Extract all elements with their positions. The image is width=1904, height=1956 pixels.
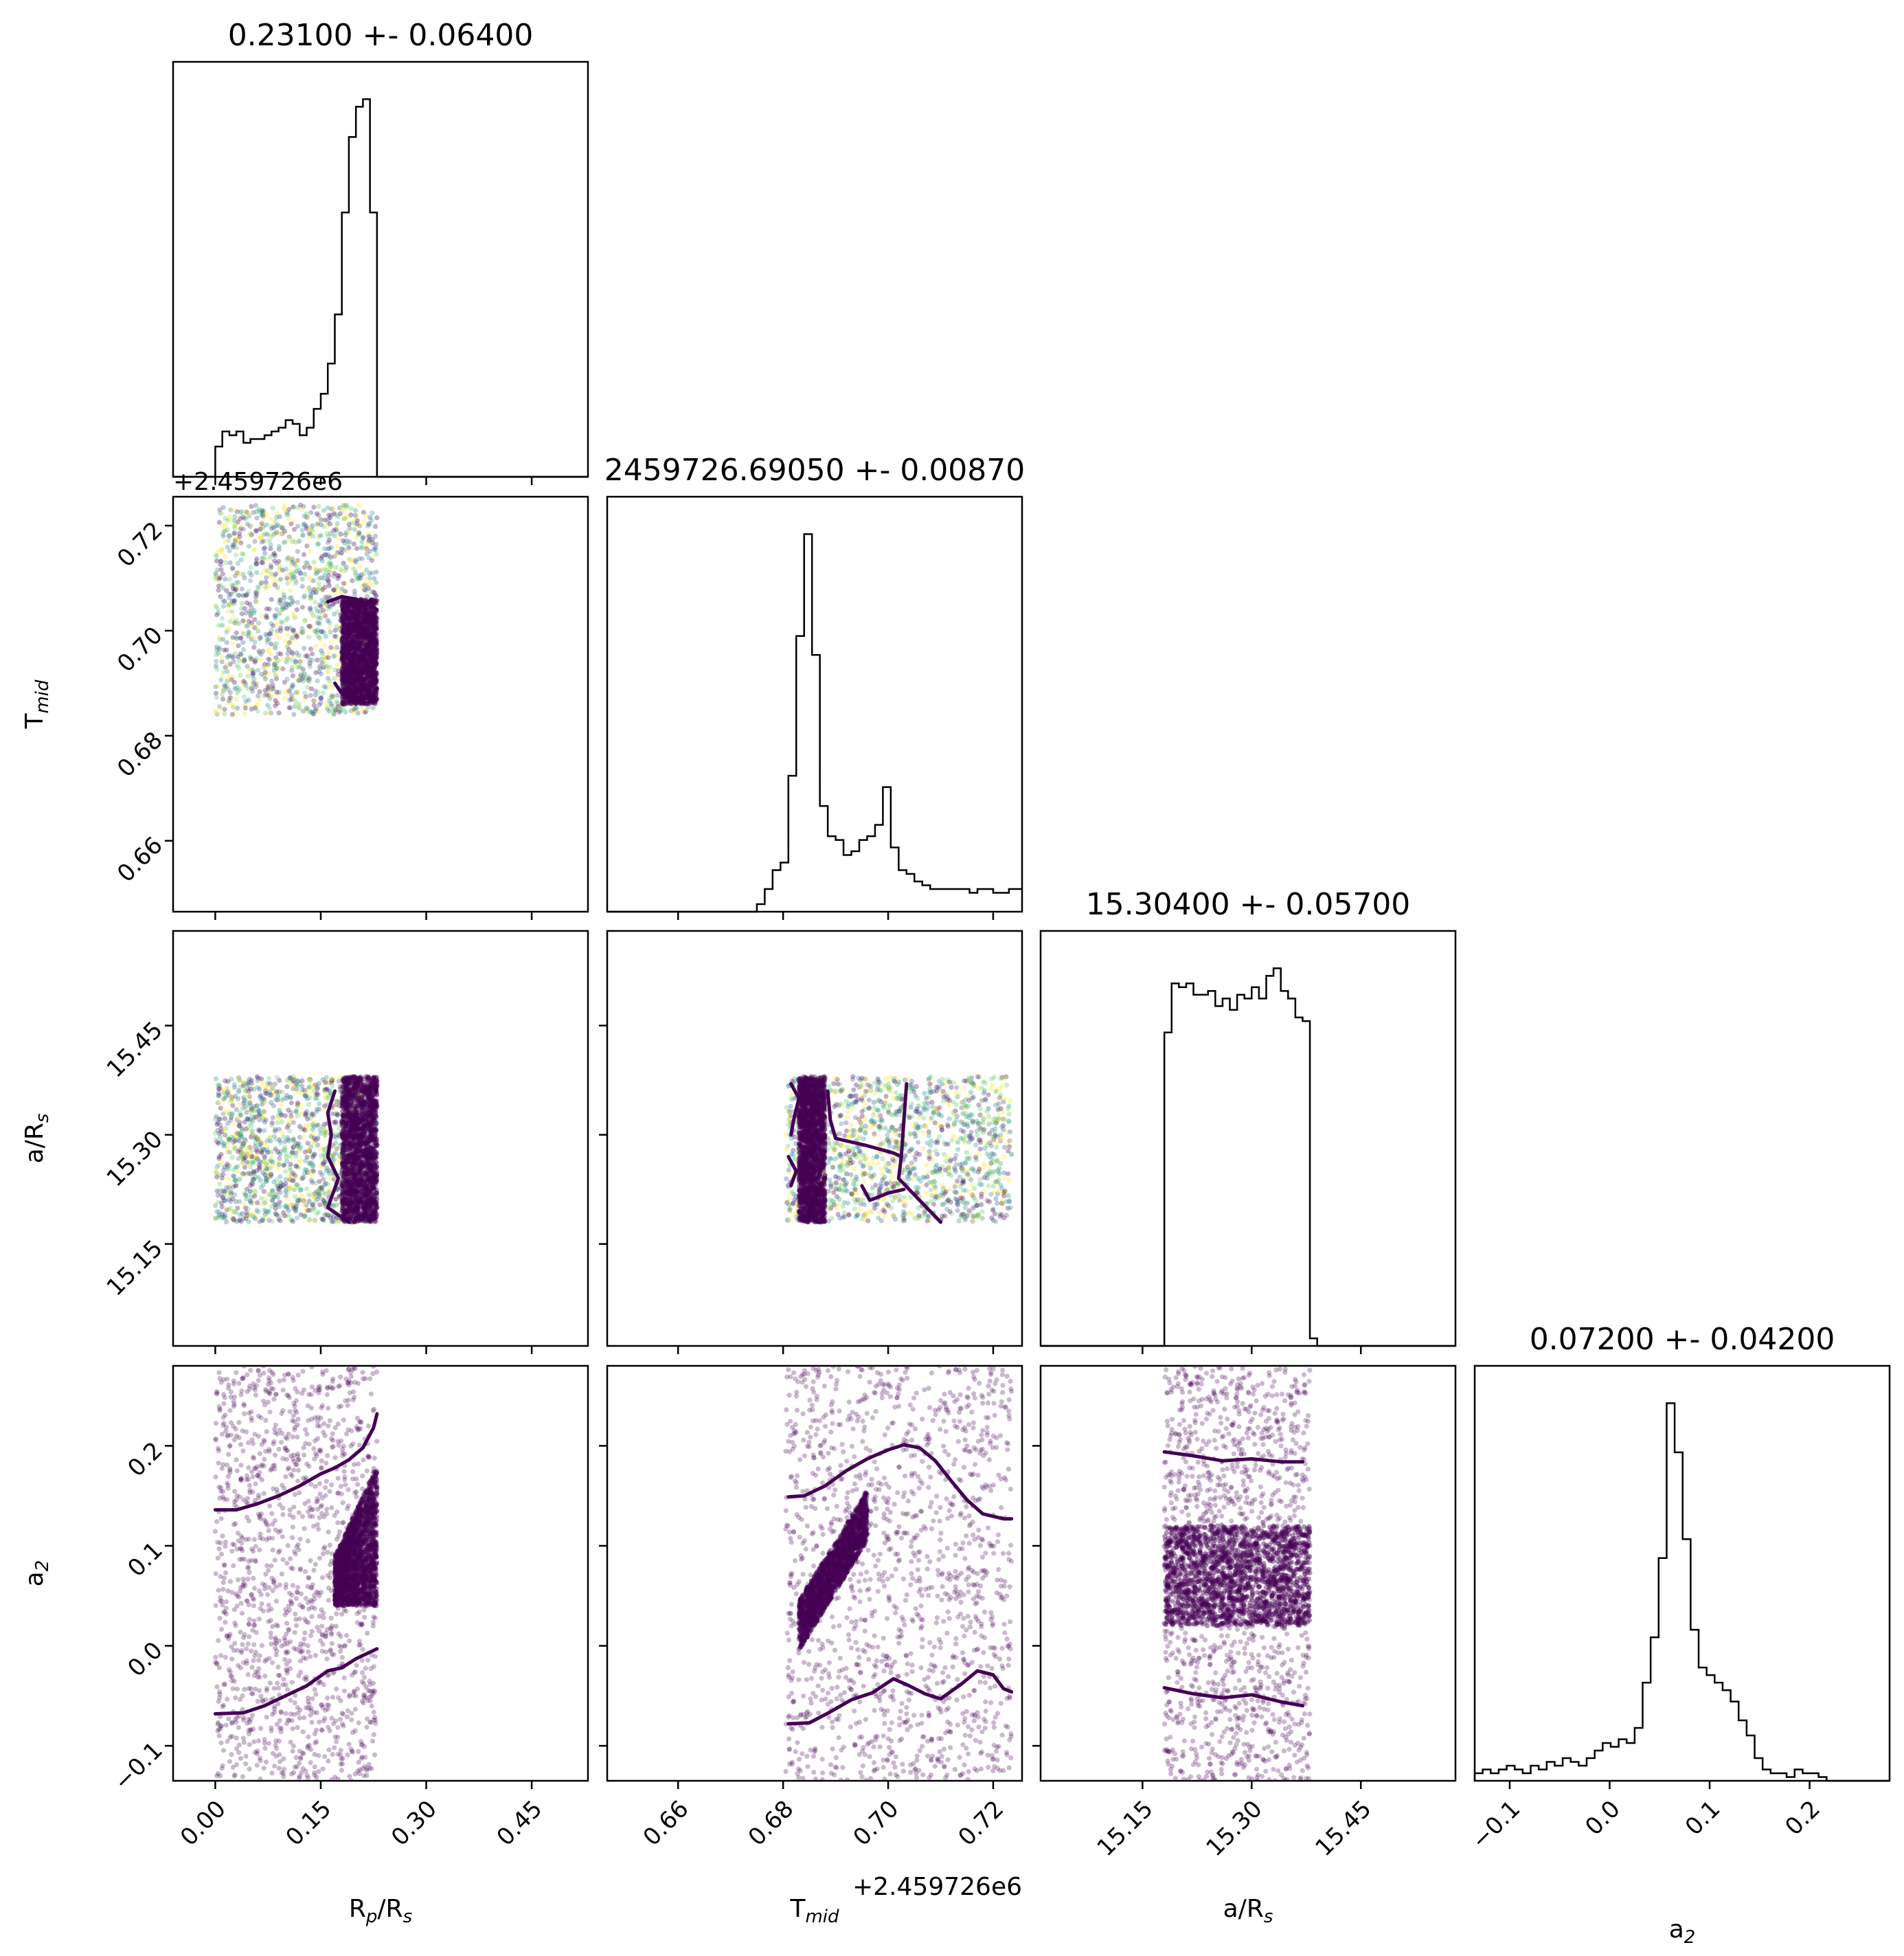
x-axis-label-a2: a2	[1669, 1915, 1696, 1948]
y-tick-label: 0.0	[122, 1637, 168, 1683]
hist-title-a2: 0.07200 +- 0.04200	[1530, 1322, 1835, 1357]
y-tick-label: 15.15	[102, 1235, 168, 1301]
scatter-frame-rprs-tmid	[172, 495, 589, 913]
hist-title-ars: 15.30400 +- 0.05700	[1086, 887, 1411, 922]
contour-line	[213, 1412, 379, 1512]
scatter-frame-rprs-ars	[172, 930, 589, 1347]
hist-steps-a2	[1473, 1402, 1890, 1782]
y-tick-label: 0.68	[112, 726, 168, 783]
scatter-points-rprs-ars	[212, 1074, 380, 1225]
x-tick-label: 0.68	[743, 1795, 800, 1852]
y-tick-label: 0.1	[122, 1537, 168, 1583]
hist-steps-rprs	[173, 98, 588, 478]
x-tick-label: 0.66	[638, 1795, 694, 1852]
tmid-offset-left: +2.459726e6	[173, 468, 343, 496]
scatter-points-tmid-a2	[783, 1366, 1015, 1781]
y-tick-label: 0.72	[112, 517, 168, 573]
x-tick-label: 0.45	[492, 1795, 548, 1852]
x-axis-label-ars: a/Rs	[1223, 1895, 1273, 1927]
contour-line	[786, 1669, 1014, 1726]
y-tick-label: 0.70	[112, 622, 168, 678]
x-axis-label-rprs: Rp/Rs	[349, 1895, 412, 1927]
contour-line	[786, 1155, 798, 1188]
corner-labels: 0.23100 +- 0.06400 2459726.69050 +- 0.008…	[21, 18, 1835, 1948]
contour-line	[789, 1082, 801, 1137]
scatter-points-ars-a2	[1161, 1366, 1313, 1781]
contour-line	[860, 1184, 906, 1202]
x-tick-label: 0.00	[175, 1795, 231, 1852]
scatter-points-rprs-a2	[212, 1366, 380, 1781]
hist-steps-tmid	[607, 533, 1022, 913]
y-axis-label-tmid: Tmid	[21, 679, 53, 730]
x-tick-label: 0.70	[848, 1795, 905, 1852]
contour-line	[333, 681, 379, 702]
contour-line	[326, 1089, 351, 1224]
x-tick-label: 0.72	[953, 1795, 1009, 1852]
hist-frame-a2	[1473, 1364, 1891, 1782]
scatter-frame-tmid-ars	[606, 930, 1023, 1347]
scatter-points-rprs-tmid	[212, 502, 380, 717]
x-tick-label: 15.45	[1310, 1795, 1376, 1862]
hist-frame-rprs	[172, 60, 589, 478]
x-tick-label: 0.1	[1680, 1795, 1726, 1841]
y-tick-label: 15.30	[102, 1125, 168, 1192]
hist-title-rprs: 0.23100 +- 0.06400	[228, 18, 534, 53]
contour-line	[326, 594, 379, 611]
y-tick-label: 15.45	[102, 1016, 168, 1083]
corner-panels	[165, 60, 1891, 1789]
hist-title-tmid: 2459726.69050 +- 0.00870	[604, 453, 1025, 488]
x-tick-label: 0.0	[1580, 1795, 1626, 1841]
scatter-points-tmid-ars	[783, 1074, 1015, 1225]
x-tick-label: −0.1	[1466, 1795, 1526, 1855]
y-tick-label: −0.1	[109, 1737, 168, 1797]
y-tick-label: 0.66	[112, 831, 168, 888]
x-tick-label: 15.15	[1092, 1795, 1159, 1862]
y-tick-label: 0.2	[122, 1437, 168, 1483]
x-axis-label-tmid: Tmid	[789, 1895, 839, 1927]
scatter-frame-rprs-a2	[172, 1364, 589, 1782]
x-tick-label: 0.30	[386, 1795, 442, 1852]
contour-line	[213, 1647, 379, 1716]
contour-line	[786, 1443, 1014, 1521]
contour-line	[826, 1089, 903, 1158]
x-tick-label: 0.15	[281, 1795, 337, 1852]
scatter-frame-tmid-a2	[606, 1364, 1023, 1782]
x-tick-label: 15.30	[1201, 1795, 1268, 1862]
x-tick-label: 0.2	[1780, 1795, 1826, 1841]
contour-line	[1162, 1686, 1304, 1708]
y-axis-label-a2: a2	[21, 1560, 53, 1587]
contour-line	[896, 1082, 942, 1224]
hist-frame-ars	[1039, 930, 1457, 1347]
contour-line	[1162, 1450, 1304, 1464]
tmid-offset-bottom: +2.459726e6	[852, 1873, 1022, 1901]
y-axis-label-ars: a/Rs	[21, 1114, 53, 1164]
hist-frame-tmid	[606, 495, 1023, 913]
scatter-frame-ars-a2	[1039, 1364, 1457, 1782]
hist-steps-ars	[1041, 967, 1427, 1347]
